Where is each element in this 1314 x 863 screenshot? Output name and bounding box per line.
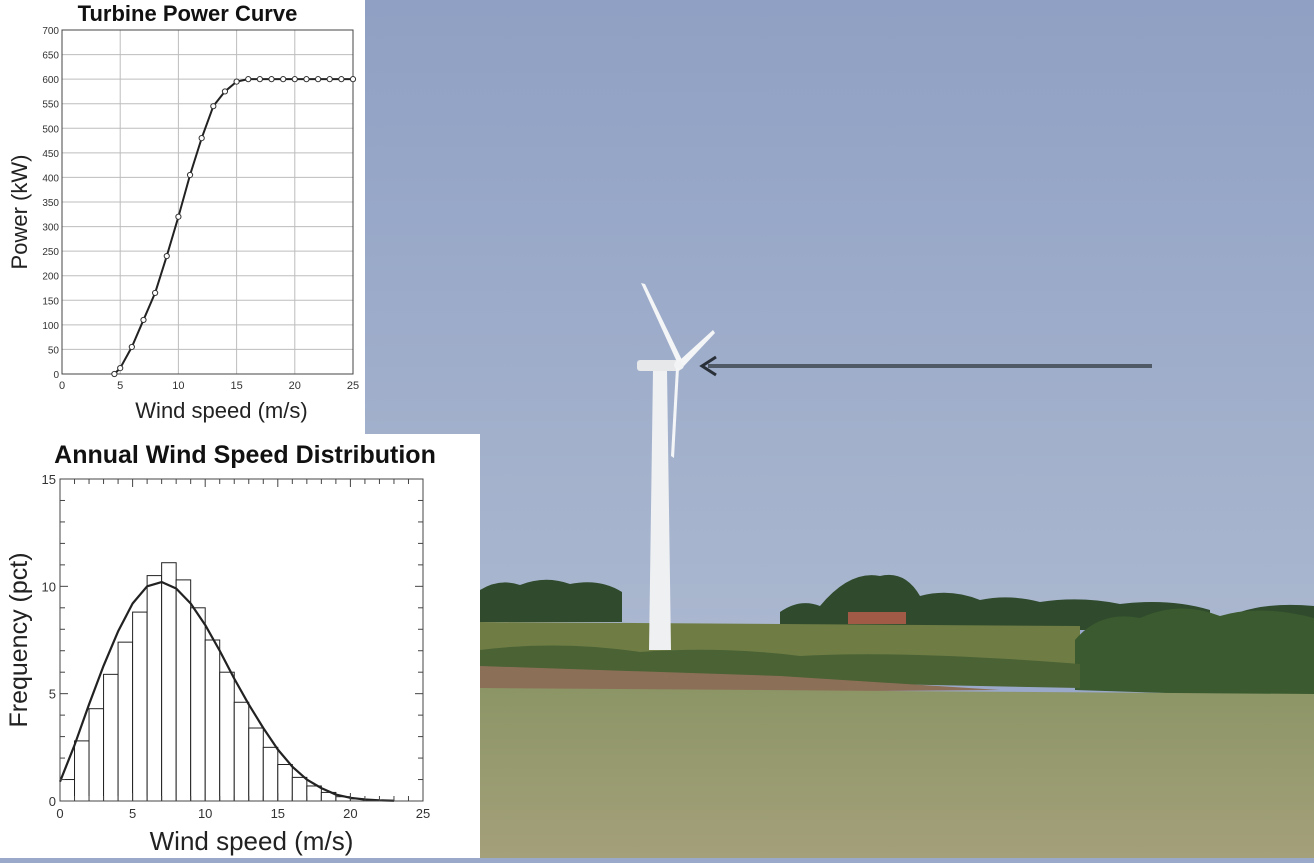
histogram-bar [118, 642, 133, 801]
wind-distribution-chart: Annual Wind Speed Distribution 0 5 10 15 20 25… [0, 434, 480, 858]
histogram-bar [220, 672, 235, 801]
y-tick-label: 700 [42, 26, 59, 37]
data-point [269, 77, 274, 82]
x-tick-label: 20 [343, 806, 357, 821]
data-point [118, 366, 123, 371]
hedge-right [1075, 608, 1314, 698]
histogram-bar [263, 747, 278, 801]
x-tick-label: 20 [289, 380, 301, 392]
histogram-bar [162, 563, 177, 801]
histogram-bar [176, 580, 191, 801]
y-tick-label: 10 [42, 579, 56, 594]
data-point [211, 104, 216, 109]
data-point [141, 317, 146, 322]
y-tick-label: 100 [42, 321, 59, 332]
foreground-grass [480, 688, 1314, 858]
y-tick-label: 350 [42, 198, 59, 209]
y-tick-label: 250 [42, 247, 59, 258]
data-point [327, 77, 332, 82]
x-tick-label: 15 [271, 806, 285, 821]
histogram-bar [75, 741, 90, 801]
x-tick-label: 5 [117, 380, 123, 392]
x-tick-label: 25 [416, 806, 430, 821]
y-tick-label: 0 [53, 370, 59, 381]
y-tick-label: 550 [42, 100, 59, 111]
y-tick-label: 500 [42, 124, 59, 135]
x-tick-label: 25 [347, 380, 359, 392]
data-point [281, 77, 286, 82]
x-tick-label: 10 [198, 806, 212, 821]
y-tick-label: 5 [49, 687, 56, 702]
y-axis-label: Power (kW) [7, 155, 32, 270]
histogram-bar [133, 612, 148, 801]
x-tick-label: 10 [172, 380, 184, 392]
data-point [315, 77, 320, 82]
histogram-bar [60, 780, 75, 801]
histogram-bar [292, 777, 307, 801]
histogram-bar [191, 608, 206, 801]
x-tick-label: 15 [230, 380, 242, 392]
data-point [257, 77, 262, 82]
data-point [234, 79, 239, 84]
data-point [129, 344, 134, 349]
y-tick-label: 450 [42, 149, 59, 160]
y-tick-label: 650 [42, 51, 59, 62]
histogram-bar [307, 786, 322, 801]
histogram-bar [147, 576, 162, 801]
x-axis-label: Wind speed (m/s) [150, 826, 354, 856]
data-point [339, 77, 344, 82]
y-tick-label: 300 [42, 223, 59, 234]
data-point [153, 290, 158, 295]
histogram-bar [249, 728, 264, 801]
y-tick-label: 50 [48, 345, 60, 356]
x-tick-label: 5 [129, 806, 136, 821]
wind-distribution-panel: Annual Wind Speed Distribution 0 5 10 15 20 25… [0, 434, 480, 858]
red-farmhouse [848, 612, 906, 624]
histogram-bar [104, 674, 119, 801]
x-tick-label: 0 [56, 806, 63, 821]
chart-title: Turbine Power Curve [78, 1, 298, 26]
data-point [292, 77, 297, 82]
chart-title: Annual Wind Speed Distribution [54, 441, 436, 469]
data-point [164, 253, 169, 258]
histogram-bar [89, 709, 104, 801]
histogram-bar [234, 702, 249, 801]
y-tick-label: 0 [49, 794, 56, 809]
histogram-bar [278, 765, 293, 801]
data-point [350, 77, 355, 82]
y-tick-label: 15 [42, 472, 56, 487]
y-tick-label: 600 [42, 75, 59, 86]
data-point [112, 371, 117, 376]
data-point [187, 172, 192, 177]
y-tick-label: 200 [42, 272, 59, 283]
data-point [199, 136, 204, 141]
y-tick-label: 150 [42, 296, 59, 307]
data-point [304, 77, 309, 82]
histogram-bar [205, 640, 220, 801]
x-tick-label: 0 [59, 380, 65, 392]
data-point [222, 89, 227, 94]
data-point [176, 214, 181, 219]
y-tick-label: 400 [42, 173, 59, 184]
x-axis-label: Wind speed (m/s) [135, 398, 307, 423]
y-axis-label: Frequency (pct) [5, 552, 33, 727]
data-point [246, 77, 251, 82]
